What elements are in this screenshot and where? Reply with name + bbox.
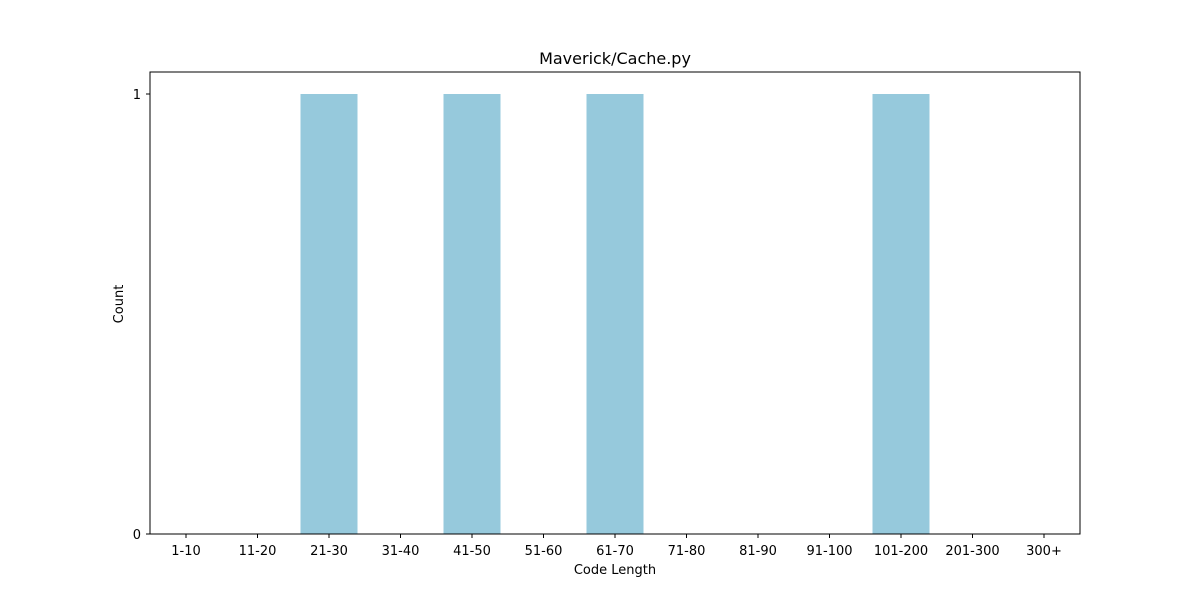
x-tick-label: 101-200 <box>874 544 928 559</box>
y-tick-label: 0 <box>133 528 141 543</box>
x-tick-label: 81-90 <box>739 544 777 559</box>
x-tick-label: 21-30 <box>310 544 348 559</box>
x-tick-label: 71-80 <box>668 544 706 559</box>
x-axis-label: Code Length <box>574 563 656 578</box>
chart-title: Maverick/Cache.py <box>539 49 691 68</box>
x-tick-label: 11-20 <box>239 544 277 559</box>
x-tick-label: 41-50 <box>453 544 491 559</box>
y-axis-label: Count <box>112 285 127 324</box>
x-tick-label: 61-70 <box>596 544 634 559</box>
x-tick-label: 201-300 <box>945 544 999 559</box>
x-tick-label: 91-100 <box>806 544 852 559</box>
x-tick-label: 51-60 <box>525 544 563 559</box>
bar-61-70 <box>586 94 644 534</box>
bar-21-30 <box>300 94 358 534</box>
x-tick-label: 1-10 <box>171 544 201 559</box>
x-tick-label: 300+ <box>1026 544 1062 559</box>
bar-101-200 <box>872 94 930 534</box>
y-tick-label: 1 <box>133 88 141 103</box>
x-tick-label: 31-40 <box>382 544 420 559</box>
bar-41-50 <box>443 94 501 534</box>
